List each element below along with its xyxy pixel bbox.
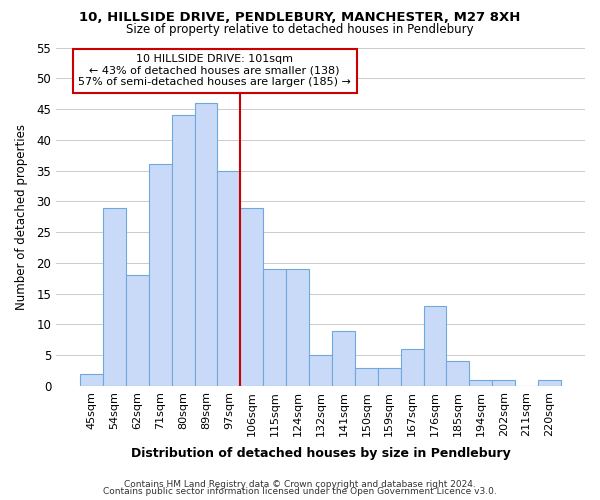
Text: Size of property relative to detached houses in Pendlebury: Size of property relative to detached ho… [126, 22, 474, 36]
Bar [355, 368, 378, 386]
Bar [149, 164, 172, 386]
Bar [332, 330, 355, 386]
X-axis label: Distribution of detached houses by size in Pendlebury: Distribution of detached houses by size … [131, 447, 511, 460]
Bar [401, 349, 424, 386]
Text: 10, HILLSIDE DRIVE, PENDLEBURY, MANCHESTER, M27 8XH: 10, HILLSIDE DRIVE, PENDLEBURY, MANCHEST… [79, 11, 521, 24]
Bar [194, 103, 217, 386]
Bar [378, 368, 401, 386]
Bar [80, 374, 103, 386]
Bar [492, 380, 515, 386]
Bar [217, 170, 241, 386]
Bar [309, 356, 332, 386]
Bar [469, 380, 492, 386]
Bar [286, 269, 309, 386]
Bar [241, 208, 263, 386]
Bar [172, 115, 194, 386]
Text: Contains HM Land Registry data © Crown copyright and database right 2024.: Contains HM Land Registry data © Crown c… [124, 480, 476, 489]
Bar [424, 306, 446, 386]
Bar [263, 269, 286, 386]
Y-axis label: Number of detached properties: Number of detached properties [15, 124, 28, 310]
Bar [538, 380, 561, 386]
Bar [446, 362, 469, 386]
Bar [126, 275, 149, 386]
Text: Contains public sector information licensed under the Open Government Licence v3: Contains public sector information licen… [103, 487, 497, 496]
Bar [103, 208, 126, 386]
Text: 10 HILLSIDE DRIVE: 101sqm
← 43% of detached houses are smaller (138)
57% of semi: 10 HILLSIDE DRIVE: 101sqm ← 43% of detac… [79, 54, 351, 88]
